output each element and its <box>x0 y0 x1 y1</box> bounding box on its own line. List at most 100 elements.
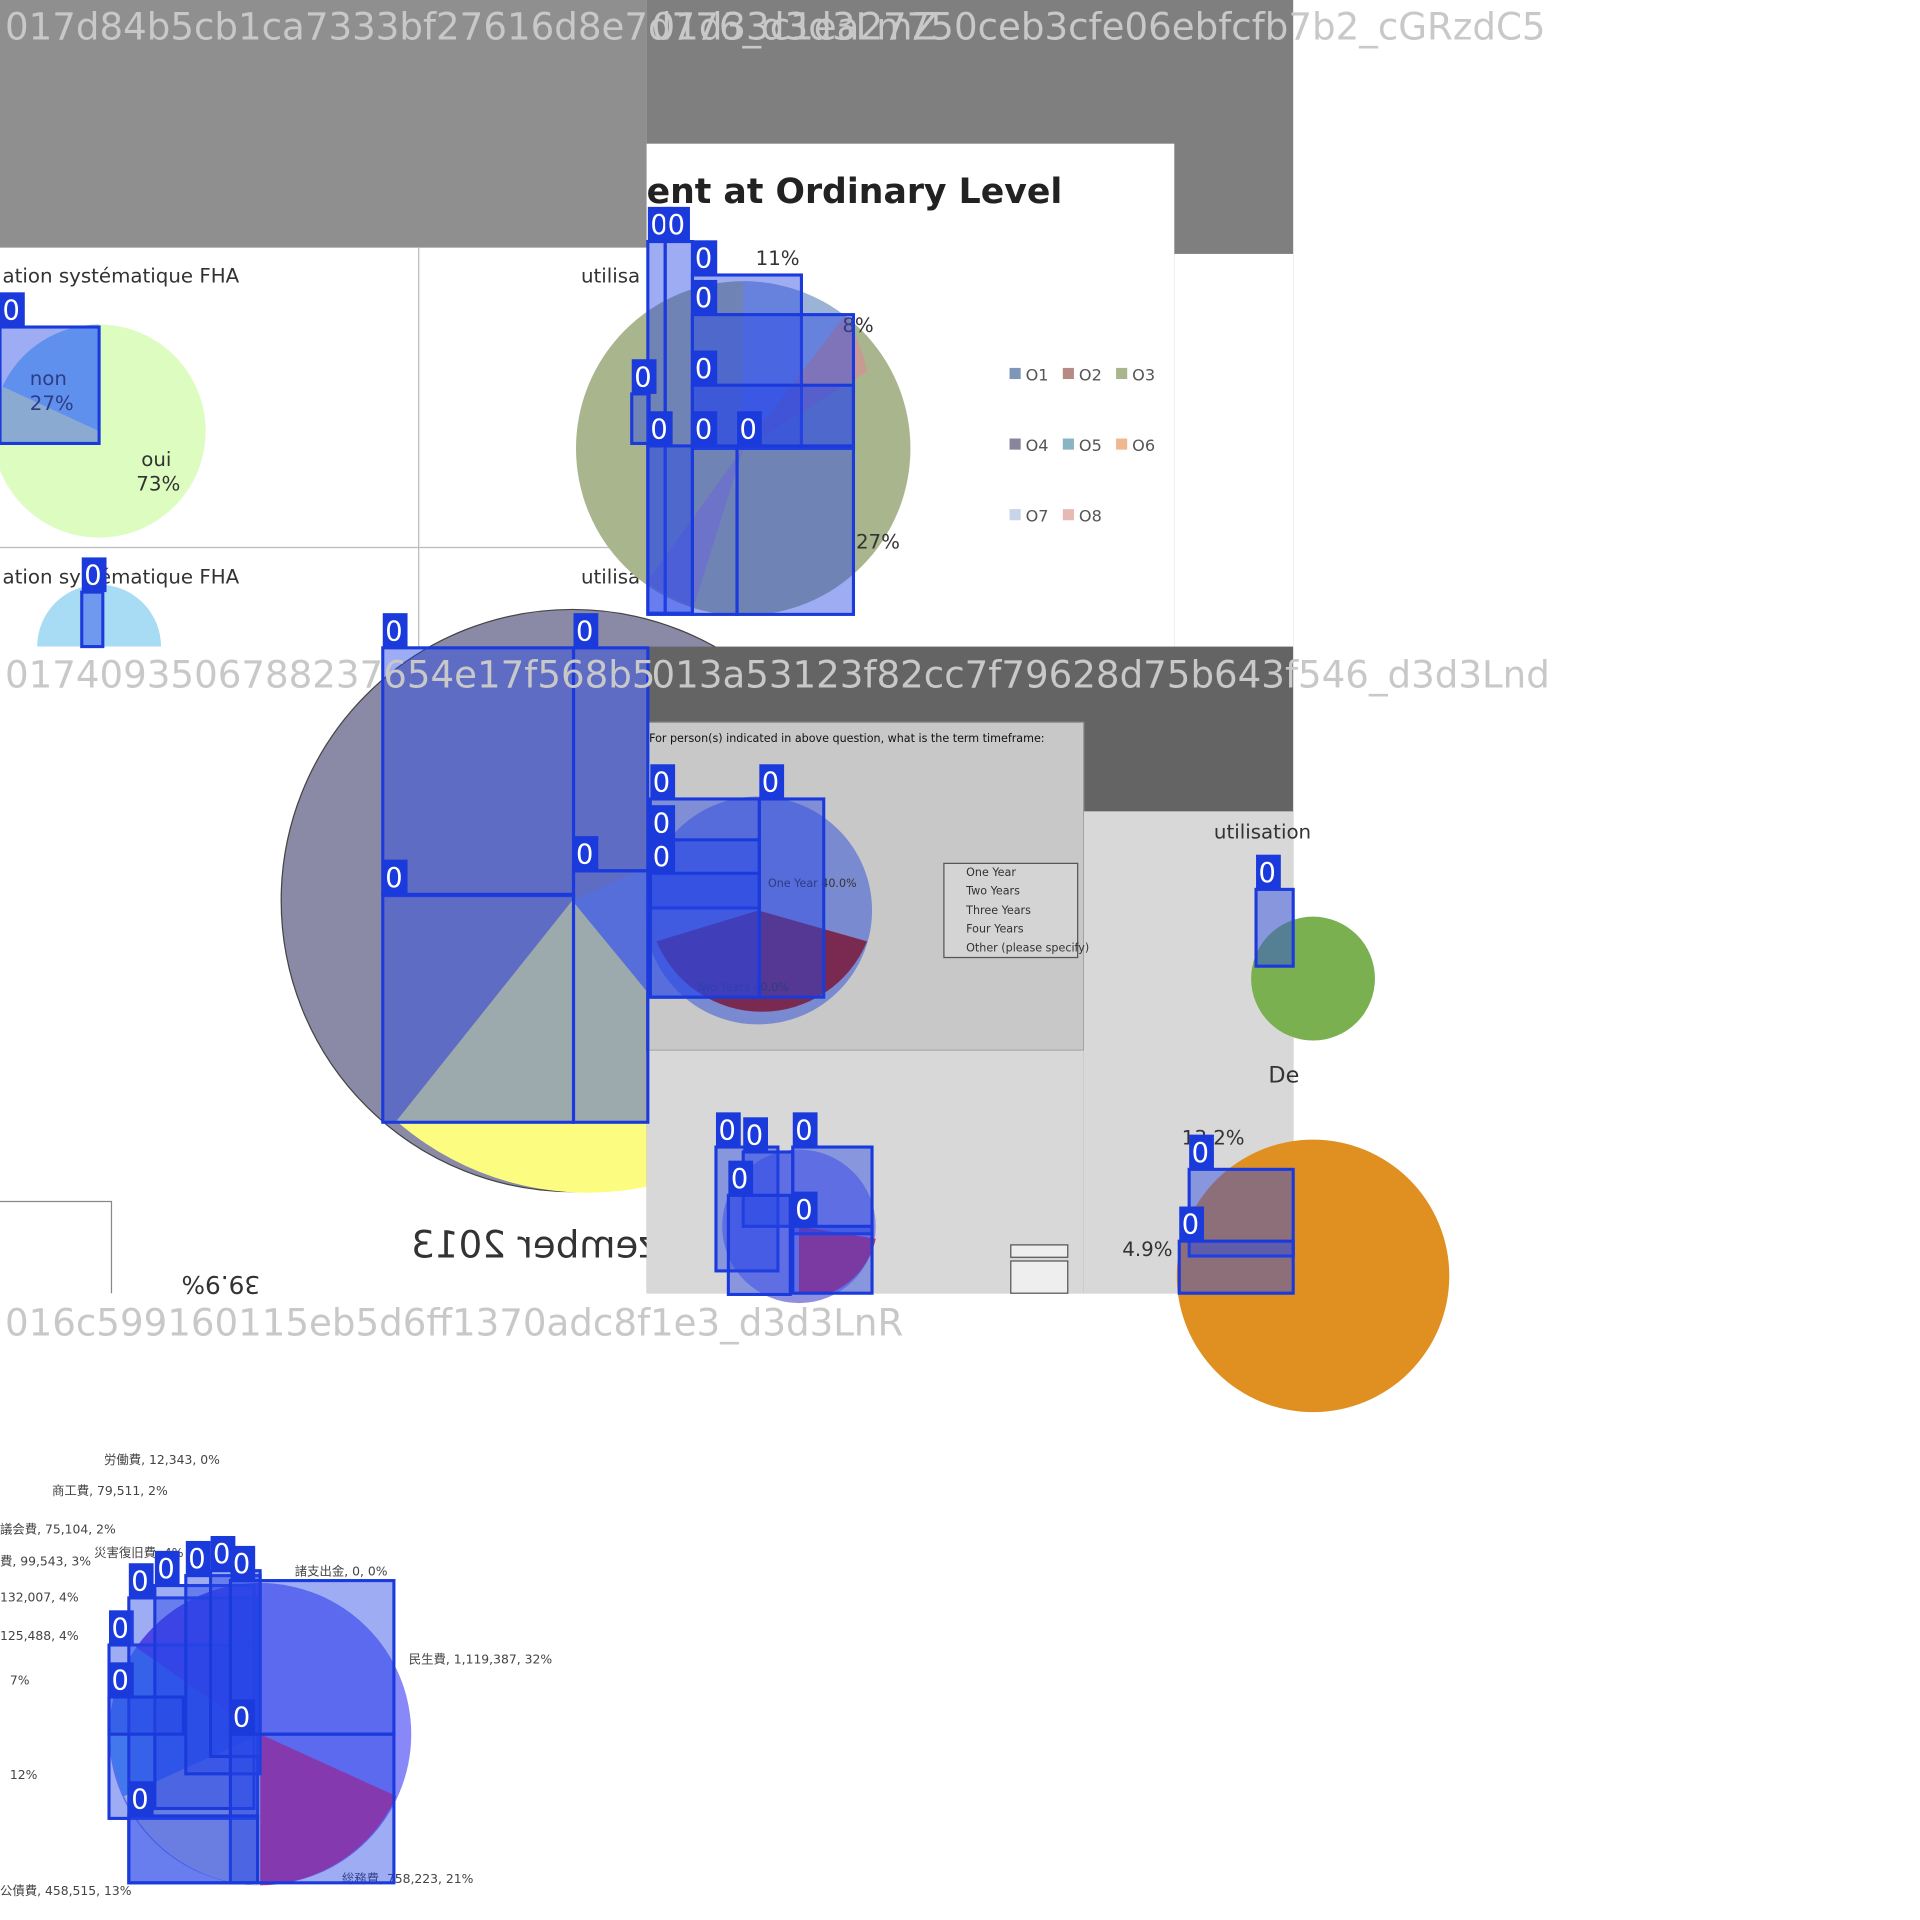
legend-entry: Two Years <box>965 884 1020 897</box>
detection-fill <box>690 383 856 449</box>
detection-label: 0 <box>740 414 757 445</box>
legend-swatch <box>1062 509 1074 521</box>
detection-label: 0 <box>111 1666 128 1697</box>
detection-label: 0 <box>650 414 667 445</box>
detection-tag <box>109 1662 134 1698</box>
detection-label: 0 <box>131 1566 148 1597</box>
detection-tag <box>792 1112 818 1148</box>
detection-label: 0 <box>1259 858 1276 889</box>
detection-fill <box>127 1814 260 1885</box>
detection-tag <box>185 1540 211 1576</box>
detection-label: 0 <box>795 1116 812 1147</box>
detection-tag <box>1256 854 1281 890</box>
detection-tag <box>0 292 25 328</box>
detection-fill <box>646 444 694 616</box>
legend-swatch <box>1009 438 1021 450</box>
tile-text: 73% <box>136 473 180 496</box>
legend: O1 O2 O3 O4 O5 O6 O7 O8 <box>1009 365 1155 525</box>
tile-text: ation systématique FHA <box>2 264 239 287</box>
detection-label: 0 <box>213 1539 230 1570</box>
detection-label: 0 <box>746 1121 763 1152</box>
detection-label: 0 <box>157 1554 174 1585</box>
detection-fill <box>1177 1239 1295 1295</box>
detection-fill <box>571 646 650 873</box>
legend-entry: One Year <box>966 866 1016 879</box>
detection-tag <box>650 805 676 840</box>
data-label: 労働費, 12,343, 0% <box>104 1452 220 1467</box>
data-label: Two Years 40.0% <box>695 981 789 994</box>
detection-fill <box>726 1193 792 1296</box>
detection-label: 0 <box>233 1703 250 1734</box>
detection-tag <box>573 613 599 648</box>
data-label: One Year 40.0% <box>768 877 857 890</box>
detection-tag <box>743 1117 768 1152</box>
detection-label: 0 <box>695 354 712 385</box>
detection-tag <box>650 838 676 874</box>
detection-fill <box>571 869 650 1124</box>
tile-text: utilisa <box>581 264 640 287</box>
detection-label: 0 <box>84 561 101 592</box>
detection-label: 0 <box>653 842 670 873</box>
data-label: 132,007, 4% <box>0 1591 79 1605</box>
detection-label: 0 <box>385 616 402 647</box>
legend-entry: O2 <box>1079 365 1102 384</box>
detection-tag <box>1179 1206 1205 1242</box>
legend-entry: O1 <box>1026 365 1049 384</box>
detection-fill <box>630 392 651 446</box>
tile-1: ent at Ordinary Level 11% 8% 27% <box>575 0 1294 647</box>
legend-entry: Other (please specify) <box>966 941 1089 954</box>
detection-tag <box>759 764 785 799</box>
detection-label: 0 <box>111 1614 128 1645</box>
chart-title: ent at Ordinary Level <box>647 172 1063 212</box>
tile-text: non <box>30 367 67 390</box>
detection-label: 0 <box>795 1195 812 1226</box>
detection-label: 0 <box>188 1544 205 1575</box>
tile-text: utilisa <box>581 565 640 588</box>
detection-label: 0 <box>650 210 667 241</box>
legend-entry: O8 <box>1079 506 1102 525</box>
detection-tag <box>792 1191 818 1227</box>
tile-0: ation systématique FHA utilisa non 27% o… <box>0 0 647 647</box>
detection-label: 0 <box>668 210 685 241</box>
tile-filename: 013a53123f82cc7f79628d75b643f546_d3d3Lnd <box>652 653 1550 696</box>
data-label: 議会費, 75,104, 2% <box>0 1522 116 1537</box>
detection-label: 0 <box>695 414 712 445</box>
detection-tag <box>650 764 676 799</box>
detection-tag <box>1189 1134 1214 1170</box>
legend-entry: O7 <box>1026 506 1049 525</box>
detection-tag <box>715 1112 741 1148</box>
tile-text: 39.9% <box>181 1270 260 1299</box>
detection-label: 0 <box>576 839 593 870</box>
detection-tag <box>382 613 408 648</box>
tile-text: De <box>1268 1063 1299 1089</box>
data-label: 11% <box>756 247 800 270</box>
tile-3: For person(s) indicated in above questio… <box>644 646 1450 1413</box>
detection-fill <box>735 444 856 616</box>
detection-fill <box>107 1695 185 1736</box>
detection-tag <box>128 1563 154 1598</box>
legend-swatch <box>1062 367 1074 380</box>
tile-text: 27% <box>30 392 74 415</box>
detection-label: 0 <box>718 1116 735 1147</box>
detection-fill <box>0 325 101 446</box>
data-label: 費, 99,543, 3% <box>0 1554 91 1569</box>
detection-tag <box>382 859 408 895</box>
detection-label: 0 <box>731 1164 748 1195</box>
legend-entry: Three Years <box>965 904 1031 917</box>
detection-tag <box>692 279 718 315</box>
data-label: 7% <box>10 1674 30 1688</box>
detection-tag <box>692 240 718 275</box>
detection-tag <box>728 1160 754 1196</box>
legend-entry: O5 <box>1079 436 1102 455</box>
data-label: 民生費, 1,119,387, 32% <box>409 1652 553 1667</box>
tile-filename: 017d84b5cb1ca7333bf27616d8e7d776_d3d3LmZ <box>5 6 938 49</box>
tile-filename: 01d33c1ea27750ceb3cfe06ebfcfb7b2_cGRzdC5 <box>652 6 1546 49</box>
detection-label: 0 <box>385 863 402 894</box>
legend-swatch <box>1009 367 1021 380</box>
detection-label: 0 <box>233 1549 250 1580</box>
detection-label: 0 <box>2 296 19 327</box>
detection-fill <box>791 1224 874 1295</box>
detection-tag <box>154 1550 180 1586</box>
detection-tag <box>692 411 718 446</box>
